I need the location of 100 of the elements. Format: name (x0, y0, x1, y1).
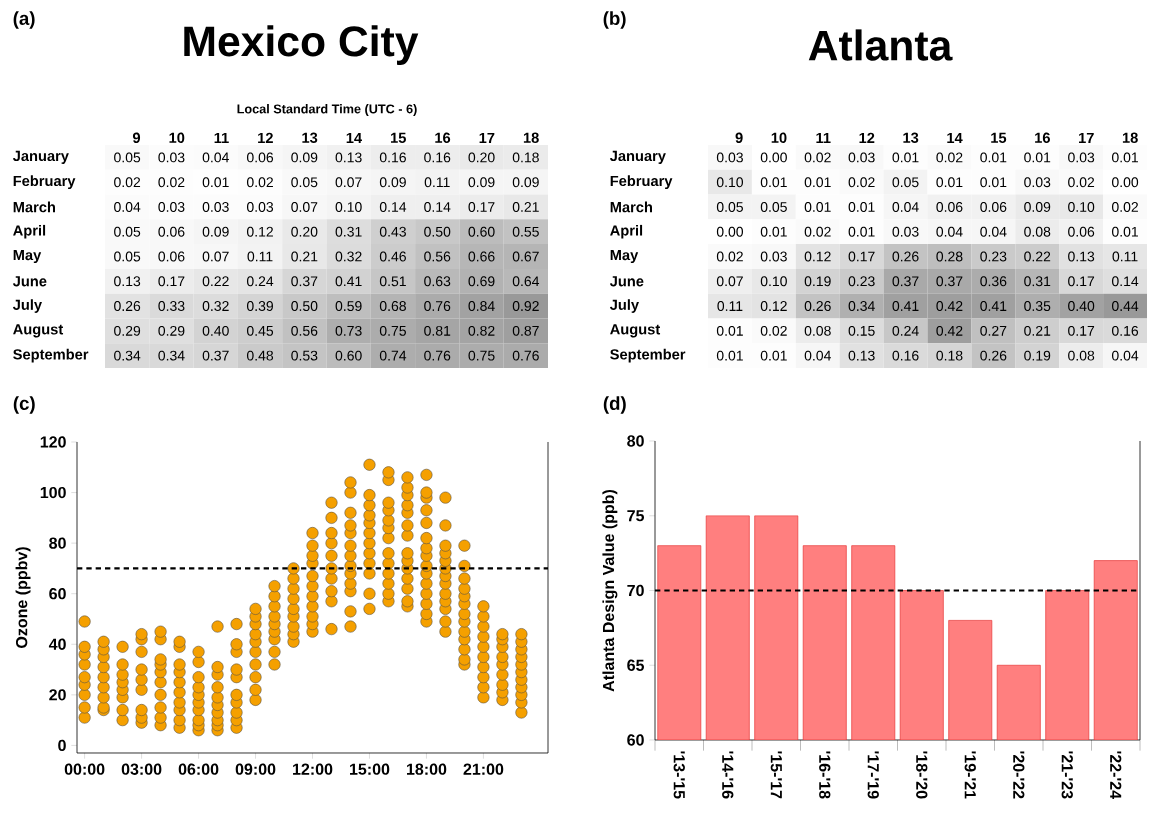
x-tick-label: '22-'24 (1110, 751, 1122, 799)
data-label: 0.11 (717, 301, 743, 312)
x-tick-label: 18:00 (407, 763, 447, 775)
data-label: 0.07 (335, 177, 362, 188)
data-label: 0.17 (468, 202, 495, 212)
x-tick-label: 15 (991, 132, 1007, 143)
y-tick-label: April (13, 224, 46, 239)
y-tick-label: 100 (40, 486, 66, 499)
data-label: 0.36 (980, 276, 1007, 287)
text: (a) (13, 11, 35, 29)
data-label: 0.04 (980, 226, 1007, 237)
data-label: 0.76 (424, 350, 451, 361)
data-label: 0.06 (980, 202, 1007, 212)
data-label: 0.01 (848, 226, 875, 237)
data-label: 0.02 (716, 251, 743, 262)
y-tick-label: August (13, 324, 64, 338)
data-label: 0.69 (468, 276, 495, 287)
data-label: 0.00 (716, 226, 744, 237)
x-tick-label: 12:00 (293, 763, 333, 775)
x-tick-label: 11 (816, 132, 831, 143)
data-label: 0.66 (468, 251, 495, 262)
data-label: 0.19 (804, 276, 831, 287)
data-label: 0.03 (158, 202, 185, 212)
data-label: 0.21 (512, 202, 539, 212)
data-label: 0.46 (379, 251, 406, 262)
x-tick-label: '20-'22 (1013, 751, 1025, 799)
data-label: 0.09 (379, 177, 406, 188)
data-label: 0.05 (114, 226, 141, 237)
data-label: 0.10 (1068, 202, 1095, 212)
data-label: 0.29 (158, 325, 185, 336)
x-tick-label: 15 (390, 132, 406, 143)
y-tick-label: January (12, 150, 69, 164)
x-tick-label: '19-'21 (964, 751, 976, 799)
data-label: 0.84 (468, 301, 495, 312)
y-tick-label: June (12, 276, 47, 287)
data-label: 0.12 (804, 251, 831, 262)
x-tick-label: 16 (435, 132, 451, 143)
y-tick-label: April (610, 224, 643, 239)
data-label: 0.14 (424, 202, 451, 212)
chart-title: Atlanta (808, 29, 953, 61)
data-label: 0.03 (1068, 152, 1095, 163)
data-label: 0.55 (512, 226, 539, 237)
x-tick-label: 12 (258, 132, 273, 143)
data-label: 0.75 (379, 325, 406, 336)
y-tick-label: March (610, 201, 652, 213)
x-tick-label: 00:00 (64, 763, 105, 775)
x-tick-label: 10 (169, 132, 185, 143)
x-tick-label: '16-'18 (819, 751, 831, 799)
data-label: 0.56 (291, 325, 318, 336)
data-label: 0.26 (114, 301, 141, 312)
data-label: 0.05 (892, 177, 919, 188)
data-label: 0.17 (1068, 325, 1095, 336)
data-label: 0.10 (760, 276, 787, 287)
x-tick-label: '17-'19 (867, 751, 879, 799)
data-label: 0.02 (1111, 202, 1138, 212)
x-tick-label: '14-'16 (722, 751, 734, 799)
x-tick-label: '13-'15 (673, 751, 685, 799)
x-tick-label: 11 (214, 132, 229, 143)
x-tick-label: '18-'20 (916, 751, 928, 799)
data-label: 0.19 (1024, 350, 1051, 361)
data-label: 0.34 (848, 301, 875, 312)
data-label: 0.32 (335, 251, 362, 262)
x-tick-label: 06:00 (178, 763, 219, 775)
data-label: 0.16 (424, 152, 451, 163)
data-label: 0.10 (335, 202, 362, 212)
data-label: 0.05 (716, 202, 743, 212)
y-tick-label: August (610, 324, 661, 338)
data-label: 0.00 (760, 152, 787, 163)
data-label: 0.87 (512, 325, 539, 336)
data-label: 0.01 (892, 152, 919, 163)
data-label: 0.13 (114, 276, 141, 287)
data-label: 0.48 (246, 350, 274, 361)
data-label: 0.02 (804, 226, 831, 237)
data-label: 0.06 (1068, 226, 1095, 237)
data-label: 0.31 (1024, 276, 1051, 287)
y-axis-title: Ozone (ppbv) (15, 547, 31, 648)
x-tick-label: 13 (302, 132, 318, 143)
data-label: 0.34 (158, 350, 185, 361)
x-tick-label: 13 (903, 132, 919, 143)
data-label: 0.60 (468, 226, 495, 237)
data-label: 0.11 (424, 177, 450, 188)
data-label: 0.59 (335, 301, 362, 312)
data-label: 0.04 (936, 226, 963, 237)
data-label: 0.81 (424, 325, 451, 336)
data-label: 0.09 (291, 152, 318, 163)
data-label: 0.24 (246, 276, 274, 287)
y-tick-label: 0 (58, 739, 66, 752)
data-label: 0.73 (335, 325, 362, 336)
data-label: 0.40 (202, 325, 229, 336)
data-label: 0.01 (202, 177, 229, 188)
data-label: 0.09 (512, 177, 539, 188)
data-label: 0.76 (512, 350, 539, 361)
data-label: 0.35 (1024, 301, 1051, 312)
data-label: 0.03 (1024, 177, 1051, 188)
x-tick-label: 10 (771, 132, 787, 143)
data-label: 0.34 (114, 350, 141, 361)
data-label: 0.09 (1024, 202, 1051, 212)
y-tick-label: 40 (48, 638, 66, 650)
y-tick-label: 65 (627, 659, 645, 671)
data-label: 0.42 (936, 301, 963, 312)
